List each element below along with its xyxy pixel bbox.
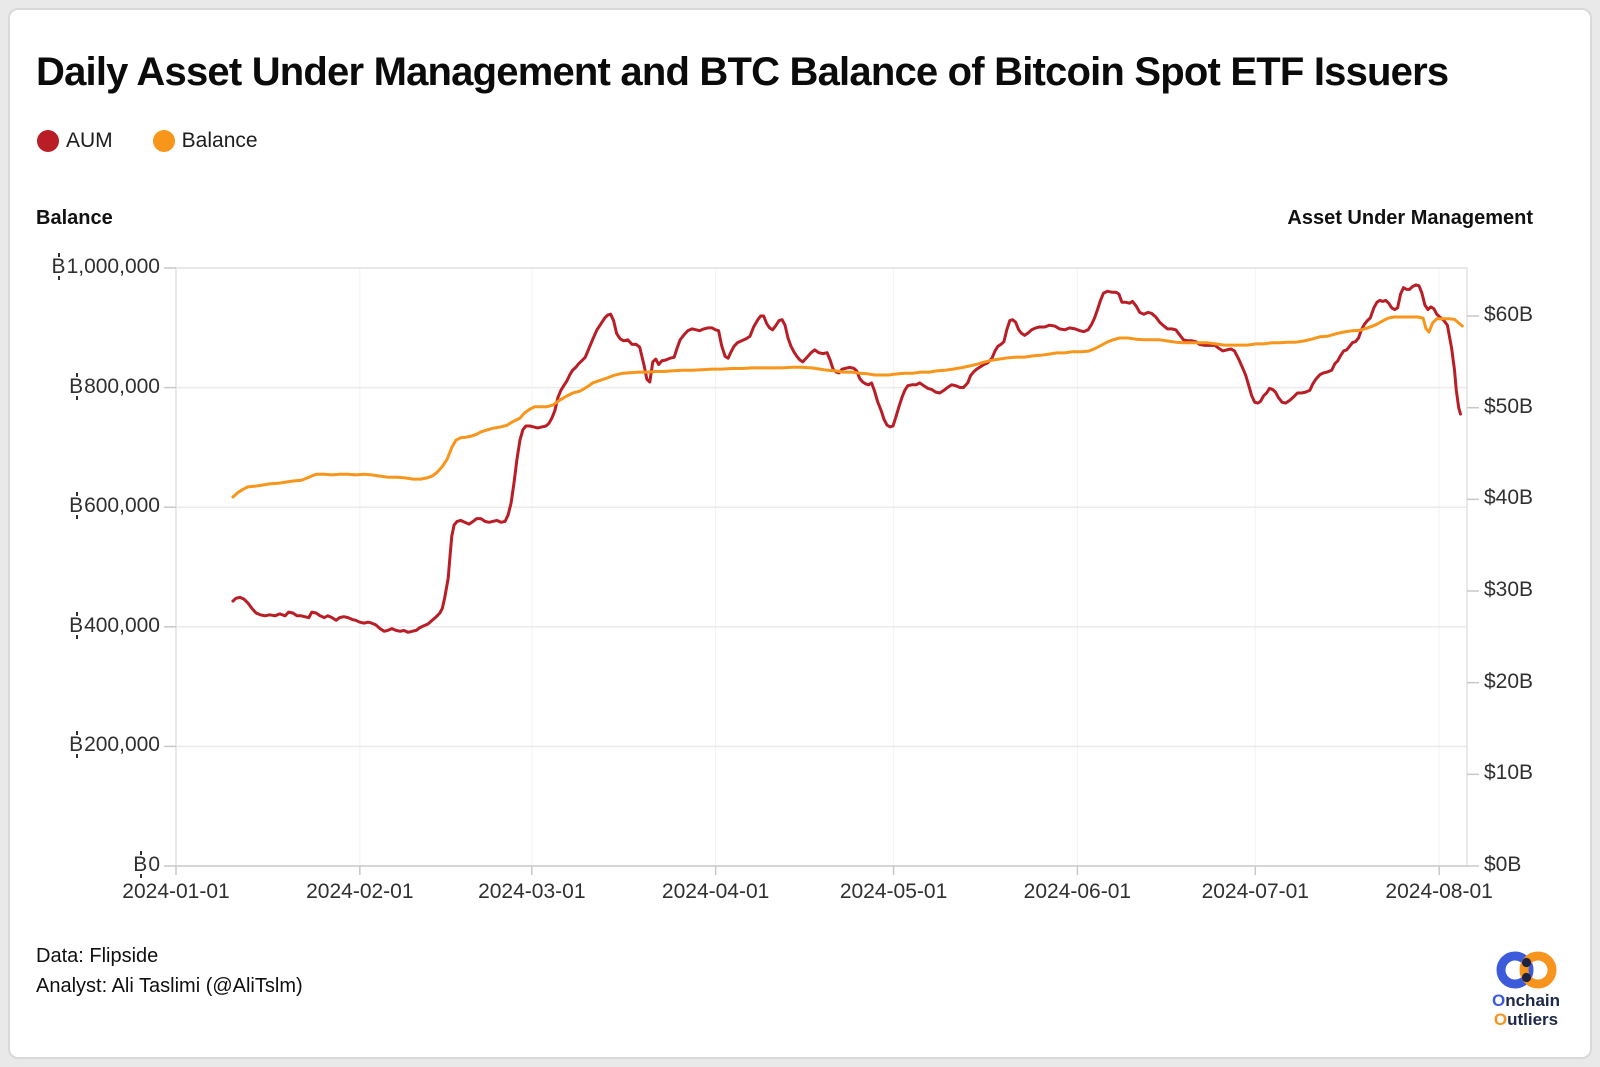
aum-tick-label: $50B <box>1484 394 1534 418</box>
btc-symbol: B <box>133 851 148 878</box>
balance-tick-label: B0 <box>133 851 160 878</box>
aum-tick-label: $30B <box>1484 578 1534 601</box>
balance-tick-label: B1,000,000 <box>51 253 160 280</box>
date-tick-label: 2024-03-01 <box>478 880 586 903</box>
aum-legend-dot-icon <box>37 130 59 152</box>
aum-tick-label: $40B <box>1484 486 1534 510</box>
analyst-note: Analyst: Ali Taslimi (@AliTslm) <box>36 975 303 997</box>
balance-tick-label: B600,000 <box>69 492 160 520</box>
date-tick-label: 2024-02-01 <box>306 880 414 903</box>
onchain-outliers-wordmark: Onchain Outliers <box>1478 991 1574 1029</box>
aum-tick-label: $0B <box>1484 853 1522 876</box>
balance-tick-label: B400,000 <box>69 611 160 639</box>
balance-tick-label: B200,000 <box>69 731 160 759</box>
aum-tick-label: $10B <box>1484 761 1534 785</box>
data-source-note: Data: Flipside <box>36 945 159 967</box>
onchain-outliers-logo-icon <box>1496 951 1557 989</box>
date-tick-label: 2024-04-01 <box>661 880 770 903</box>
date-tick-label: 2024-01-01 <box>122 880 230 903</box>
btc-symbol: B <box>69 731 84 759</box>
legend-item-aum: AUM <box>37 129 113 153</box>
chart-card <box>8 8 1592 1059</box>
btc-symbol: B <box>69 611 84 639</box>
balance-legend-label: Balance <box>181 129 258 152</box>
right-axis-title: Asset Under Management <box>1287 207 1533 229</box>
balance-line <box>231 315 1464 499</box>
date-tick-label: 2024-06-01 <box>1023 880 1132 903</box>
aum-tick-label: $20B <box>1484 669 1534 693</box>
btc-symbol: B <box>69 492 84 520</box>
legend-item-balance: Balance <box>152 129 258 153</box>
brand-line-1: Onchain <box>1491 991 1561 1010</box>
balance-tick-label: B800,000 <box>69 372 160 400</box>
date-tick-label: 2024-07-01 <box>1201 880 1309 903</box>
brand-line-2: Outliers <box>1493 1010 1559 1029</box>
aum-line <box>231 283 1462 634</box>
btc-symbol: B <box>51 253 66 280</box>
btc-symbol: B <box>69 372 84 400</box>
aum-tick-label: $60B <box>1484 303 1534 327</box>
plot-border <box>175 267 1468 867</box>
balance-legend-dot-icon <box>152 130 175 152</box>
aum-legend-label: AUM <box>66 129 113 152</box>
date-tick-label: 2024-08-01 <box>1385 880 1493 903</box>
date-tick-label: 2024-05-01 <box>839 880 948 903</box>
left-axis-title: Balance <box>36 207 113 229</box>
legend: AUM Balance <box>37 129 258 153</box>
chart-title: Daily Asset Under Management and BTC Bal… <box>36 50 1449 94</box>
